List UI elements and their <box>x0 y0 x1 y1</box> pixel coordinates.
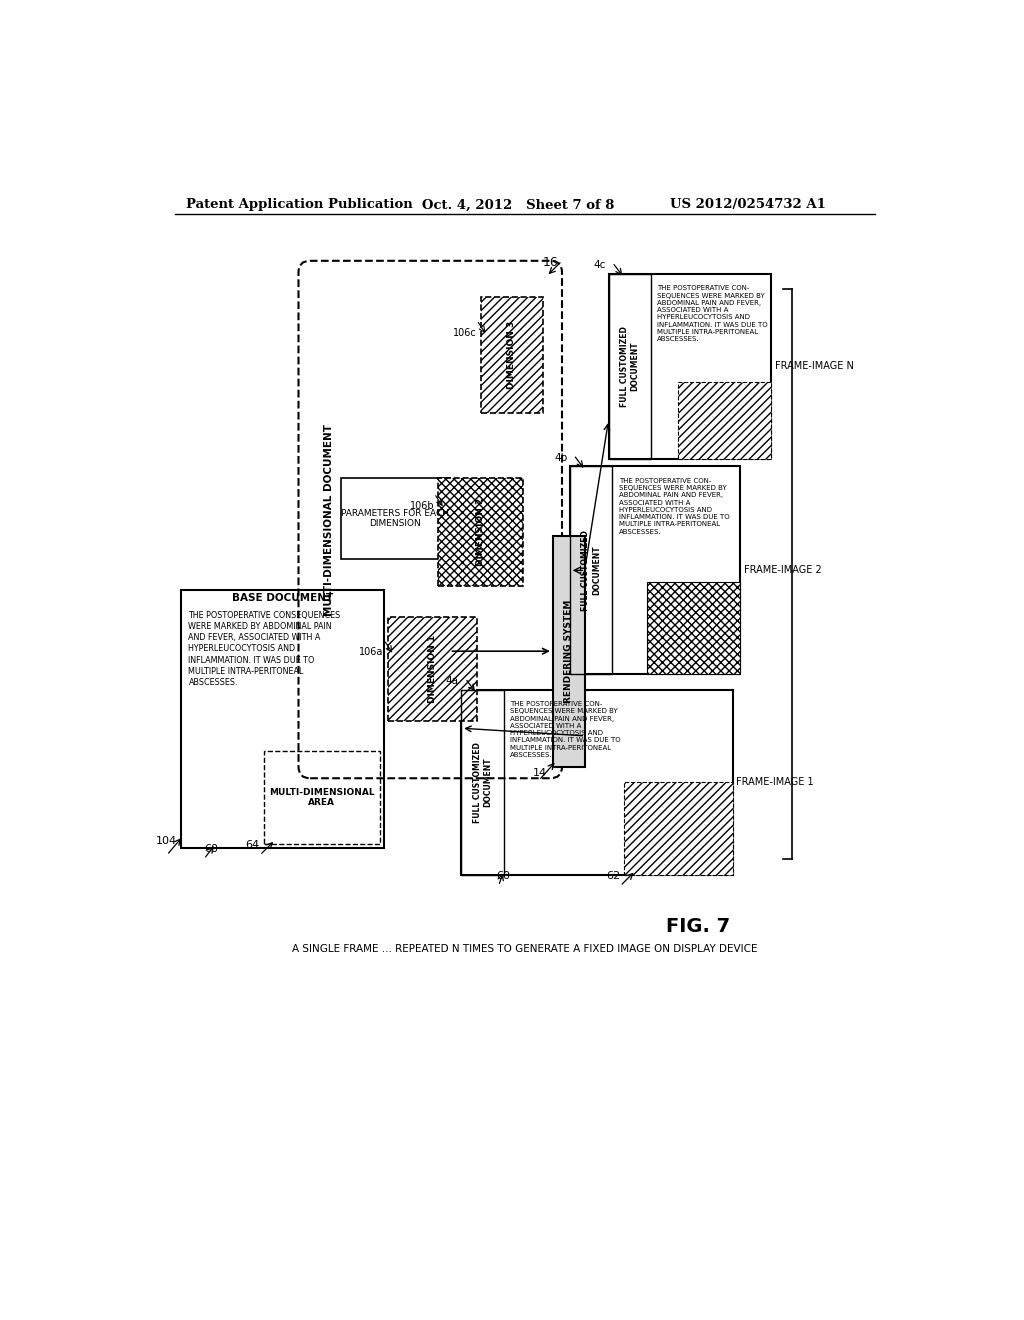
Text: 4a: 4a <box>445 676 459 686</box>
Bar <box>263 751 380 843</box>
Bar <box>553 536 586 767</box>
Text: 14: 14 <box>532 768 547 779</box>
Text: DIMENSION 2: DIMENSION 2 <box>476 498 485 566</box>
Text: FIG. 7: FIG. 7 <box>666 917 730 936</box>
Text: MULTI-DIMENSIONAL
AREA: MULTI-DIMENSIONAL AREA <box>269 788 375 808</box>
Text: 104: 104 <box>156 837 177 846</box>
Bar <box>608 275 771 459</box>
Bar <box>180 590 384 847</box>
Text: 60: 60 <box>496 871 510 880</box>
Bar <box>647 582 740 675</box>
Bar <box>608 275 651 459</box>
Text: FULL CUSTOMIZED
DOCUMENT: FULL CUSTOMIZED DOCUMENT <box>582 529 601 611</box>
Text: 106c: 106c <box>453 327 477 338</box>
Text: MULTI-DIMENSIONAL DOCUMENT: MULTI-DIMENSIONAL DOCUMENT <box>325 424 335 615</box>
Text: Oct. 4, 2012   Sheet 7 of 8: Oct. 4, 2012 Sheet 7 of 8 <box>423 198 614 211</box>
Bar <box>480 297 543 412</box>
Text: FULL CUSTOMIZED
DOCUMENT: FULL CUSTOMIZED DOCUMENT <box>621 326 640 407</box>
Text: 106a: 106a <box>359 647 384 657</box>
Bar <box>388 616 477 721</box>
Text: US 2012/0254732 A1: US 2012/0254732 A1 <box>671 198 826 211</box>
Bar <box>461 689 504 875</box>
Text: 64: 64 <box>246 840 260 850</box>
Bar <box>678 381 771 459</box>
Bar <box>569 466 740 675</box>
Text: FRAME-IMAGE 2: FRAME-IMAGE 2 <box>744 565 822 576</box>
Text: 4b: 4b <box>554 453 567 462</box>
Text: A SINGLE FRAME ... REPEATED N TIMES TO GENERATE A FIXED IMAGE ON DISPLAY DEVICE: A SINGLE FRAME ... REPEATED N TIMES TO G… <box>292 944 758 954</box>
Text: THE POSTOPERATIVE CON-
SEQUENCES WERE MARKED BY
ABDOMINAL PAIN AND FEVER,
ASSOCI: THE POSTOPERATIVE CON- SEQUENCES WERE MA… <box>510 701 621 758</box>
Text: DIMENSION 1: DIMENSION 1 <box>428 635 436 702</box>
Text: THE POSTOPERATIVE CON-
SEQUENCES WERE MARKED BY
ABDOMINAL PAIN AND FEVER,
ASSOCI: THE POSTOPERATIVE CON- SEQUENCES WERE MA… <box>657 285 768 342</box>
Text: PARAMETERS FOR EACH
DIMENSION: PARAMETERS FOR EACH DIMENSION <box>341 508 450 528</box>
Bar <box>624 781 732 875</box>
Text: RENDERING SYSTEM: RENDERING SYSTEM <box>564 599 573 702</box>
Text: 60: 60 <box>204 843 218 854</box>
Bar <box>341 478 450 558</box>
Bar <box>569 466 612 675</box>
Bar <box>438 478 523 586</box>
Text: THE POSTOPERATIVE CONSEQUENCES
WERE MARKED BY ABDOMINAL PAIN
AND FEVER, ASSOCIAT: THE POSTOPERATIVE CONSEQUENCES WERE MARK… <box>188 611 341 686</box>
Text: DIMENSION 3: DIMENSION 3 <box>507 321 516 389</box>
Text: FULL CUSTOMIZED
DOCUMENT: FULL CUSTOMIZED DOCUMENT <box>473 742 493 822</box>
Text: 16: 16 <box>543 256 558 268</box>
Text: BASE DOCUMENT: BASE DOCUMENT <box>231 594 333 603</box>
Text: THE POSTOPERATIVE CON-
SEQUENCES WERE MARKED BY
ABDOMINAL PAIN AND FEVER,
ASSOCI: THE POSTOPERATIVE CON- SEQUENCES WERE MA… <box>618 478 729 535</box>
Text: 62: 62 <box>606 871 621 880</box>
Text: FRAME-IMAGE 1: FRAME-IMAGE 1 <box>736 777 814 787</box>
Text: FRAME-IMAGE N: FRAME-IMAGE N <box>775 362 854 371</box>
Text: Patent Application Publication: Patent Application Publication <box>186 198 413 211</box>
Text: 4c: 4c <box>594 260 606 271</box>
Text: 106b: 106b <box>410 502 434 511</box>
Bar <box>461 689 732 875</box>
